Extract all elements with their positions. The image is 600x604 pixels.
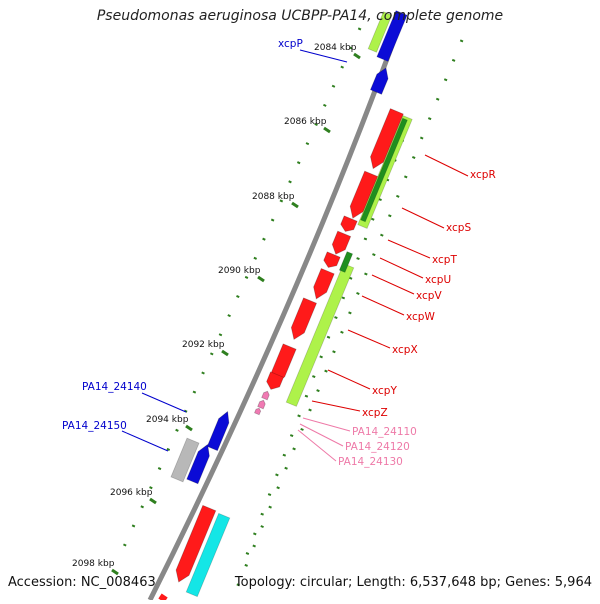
gene-label-xcpv: xcpV xyxy=(416,290,442,302)
gene-block-blue xyxy=(376,10,408,62)
scale-tick-label: 2086 kbp xyxy=(284,117,327,127)
scale-tick-label: 2088 kbp xyxy=(252,192,295,202)
gene-leader-line xyxy=(311,400,361,412)
gene-leader-line xyxy=(379,257,424,279)
gene-arrow-red-4 xyxy=(323,251,341,268)
scale-tick-mark xyxy=(111,568,119,576)
gene-arrow-red-3 xyxy=(331,230,352,255)
tick-track-outer-right xyxy=(230,39,464,601)
gene-label-pa14_24110: PA14_24110 xyxy=(352,426,417,438)
gene-label-xcpz: xcpZ xyxy=(362,407,388,419)
gene-label-pa14_24140: PA14_24140 xyxy=(82,381,147,393)
gene-leader-line xyxy=(141,392,187,413)
gene-label-xcpr: xcpR xyxy=(470,169,496,181)
gene-leader-line xyxy=(371,274,415,295)
gene-leader-line xyxy=(401,207,445,229)
gene-arrow-pink-1 xyxy=(261,390,270,401)
gene-arrow-red-0 xyxy=(370,108,404,170)
gene-arrow-blue-1 xyxy=(206,410,230,452)
gene-arrow-red-6 xyxy=(290,297,318,341)
backbone-strand xyxy=(147,17,405,602)
scale-tick-label: 2094 kbp xyxy=(146,415,189,425)
scale-tick-label: 2090 kbp xyxy=(218,266,261,276)
gene-arrow-red-1 xyxy=(349,170,379,219)
gene-leader-line xyxy=(424,154,469,177)
scale-tick-label: 2092 kbp xyxy=(182,340,225,350)
gene-label-xcpt: xcpT xyxy=(432,254,457,266)
gene-label-xcpy: xcpY xyxy=(372,385,397,397)
scale-tick-label: 2084 kbp xyxy=(314,43,357,53)
scale-tick-mark xyxy=(149,497,157,505)
gene-label-xcpx: xcpX xyxy=(392,344,418,356)
gene-arrow-red-2 xyxy=(340,215,358,232)
gene-leader-line xyxy=(121,430,169,452)
gene-block-gray xyxy=(170,437,200,483)
scale-tick-label: 2098 kbp xyxy=(72,559,115,569)
gene-leader-line xyxy=(327,369,371,390)
gene-leader-line xyxy=(361,295,405,316)
gene-leader-line xyxy=(299,423,344,447)
gene-block-darkgreen-long xyxy=(360,117,408,223)
scale-tick-label: 2096 kbp xyxy=(110,488,153,498)
gene-block-darkgreen-small xyxy=(338,251,354,273)
gene-arrow-pink-2 xyxy=(257,399,266,410)
gene-arrow-red-bottom xyxy=(175,504,217,583)
scale-tick-mark xyxy=(353,52,361,60)
gene-label-xcpw: xcpW xyxy=(406,311,435,323)
genome-summary: Topology: circular; Length: 6,537,648 bp… xyxy=(234,575,592,590)
map-title: Pseudomonas aeruginosa UCBPP-PA14, compl… xyxy=(96,8,504,24)
gene-leader-line xyxy=(302,417,351,432)
gene-label-pa14_24150: PA14_24150 xyxy=(62,420,127,432)
gene-label-xcps: xcpS xyxy=(446,222,471,234)
scale-tick-mark xyxy=(291,201,299,209)
gene-leader-line xyxy=(297,429,337,462)
gene-leader-line xyxy=(347,329,391,349)
gene-leader-line xyxy=(299,49,348,63)
scale-tick-mark xyxy=(257,275,265,283)
gene-arrow-xcpP xyxy=(369,67,389,95)
gene-label-xcpu: xcpU xyxy=(425,274,451,286)
gene-leader-line xyxy=(387,239,431,259)
gene-label-pa14_24120: PA14_24120 xyxy=(345,441,410,453)
scale-tick-mark xyxy=(185,424,193,432)
accession-label: Accession: NC_008463 xyxy=(8,575,156,590)
gene-block-cyan xyxy=(185,512,231,598)
gene-arrow-red-edge xyxy=(158,593,168,603)
gene-arrow-red-8 xyxy=(266,371,285,390)
gene-arrow-blue-2 xyxy=(186,443,210,485)
gene-label-pa14_24130: PA14_24130 xyxy=(338,456,403,468)
gene-arrow-pink-3 xyxy=(254,407,262,416)
scale-tick-mark xyxy=(221,349,229,357)
gene-block-lime xyxy=(367,11,393,53)
gene-arrow-red-5 xyxy=(313,267,335,300)
scale-tick-mark xyxy=(323,126,331,134)
gene-label-xcpp: xcpP xyxy=(278,38,303,50)
